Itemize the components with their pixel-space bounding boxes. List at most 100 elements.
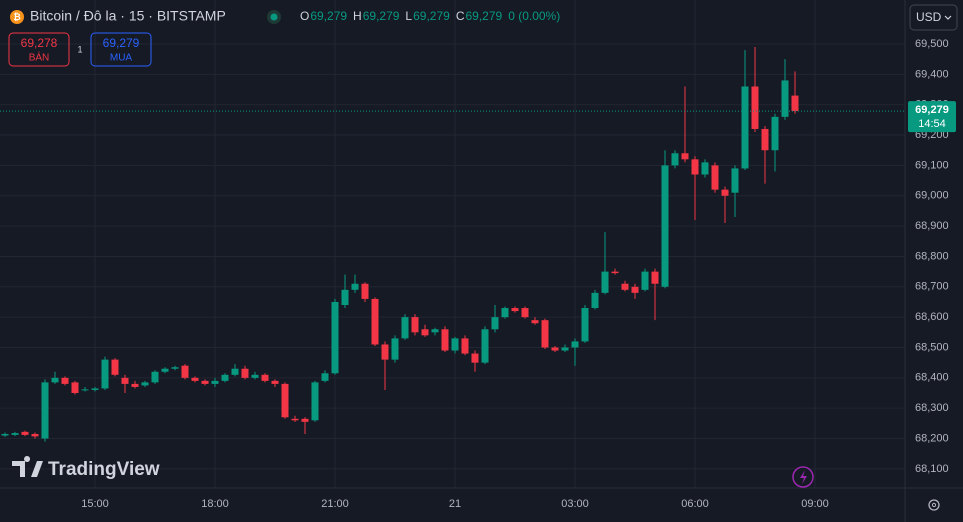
candle-body	[231, 368, 239, 375]
last-price-label: 69,279	[915, 104, 949, 116]
candle-body	[91, 388, 99, 390]
bitcoin-icon	[10, 10, 24, 24]
candle-body	[361, 283, 369, 299]
candle-body	[191, 377, 199, 381]
candle-body	[781, 80, 789, 117]
chevron	[944, 15, 952, 20]
candle-body	[351, 283, 359, 290]
symbol-title: Bitcoin / Đô la · 15 · BITSTAMP	[30, 8, 226, 24]
candle-body	[371, 298, 379, 345]
candle-body	[1, 433, 9, 436]
y-tick-label: 68,700	[915, 281, 949, 293]
candle-body	[751, 86, 759, 129]
candles	[1, 47, 799, 442]
candle-body	[171, 367, 179, 369]
candle-body	[741, 86, 749, 169]
lightning-icon	[800, 470, 807, 484]
buy-button[interactable]	[90, 32, 152, 67]
legend-value: 69,279	[413, 9, 450, 23]
candle-body	[621, 283, 629, 290]
candle-body	[331, 301, 339, 374]
settings-icon[interactable]	[928, 499, 940, 511]
candle-body	[711, 165, 719, 190]
x-tick-label: 18:00	[201, 498, 229, 510]
candle-body	[461, 338, 469, 354]
legend-value: 69,279	[465, 9, 502, 23]
candle-body	[211, 380, 219, 384]
y-tick-label: 69,000	[915, 190, 949, 202]
buy-label[interactable]: MUA	[110, 53, 133, 64]
candle-body	[441, 329, 449, 351]
candle-body	[391, 338, 399, 360]
candle-body	[61, 377, 69, 384]
x-tick-label: 15:00	[81, 498, 109, 510]
candle-body	[591, 292, 599, 309]
last-price-box	[908, 101, 956, 133]
x-tick-label: 03:00	[561, 498, 589, 510]
candle-body	[691, 159, 699, 175]
candle-body	[411, 317, 419, 333]
candle-body	[401, 317, 409, 339]
candle-body	[551, 347, 559, 351]
candle-body	[581, 308, 589, 342]
sell-button[interactable]	[8, 32, 70, 67]
currency-button[interactable]	[909, 4, 958, 31]
candle-body	[221, 374, 229, 381]
candle-body	[671, 153, 679, 166]
legend-value: 69,279	[310, 9, 347, 23]
legend-key: C	[456, 9, 465, 23]
ohlc-legend: O 69,279 H 69,279 L 69,279 C 69,279 0 (0.00%)	[300, 9, 560, 23]
y-tick-label: 69,100	[915, 159, 949, 171]
candle-body	[311, 382, 319, 421]
y-tick-label: 68,200	[915, 432, 949, 444]
candle-body	[501, 308, 509, 318]
candle-body	[151, 371, 159, 383]
candle-body	[451, 338, 459, 351]
candle-body	[431, 329, 439, 333]
x-tick-label: 21	[449, 498, 461, 510]
candle-body	[541, 320, 549, 348]
y-tick-label: 69,400	[915, 68, 949, 80]
candle-body	[721, 189, 729, 196]
candle-body	[51, 377, 59, 383]
currency-label[interactable]: USD	[916, 10, 942, 24]
candle-body	[521, 308, 529, 318]
candle-body	[251, 374, 259, 378]
candle-body	[161, 368, 169, 372]
candle-body	[771, 116, 779, 151]
candle-body	[641, 271, 649, 290]
spread: 1	[77, 44, 82, 54]
brand-logo	[12, 456, 43, 477]
candle-body	[381, 344, 389, 360]
candle-body	[561, 347, 569, 351]
legend-key: O	[300, 9, 309, 23]
y-tick-label: 68,900	[915, 220, 949, 232]
candle-body	[131, 383, 139, 387]
bitcoin-glyph: ₿	[13, 12, 20, 22]
y-tick-label: 69,500	[915, 38, 949, 50]
candle-body	[661, 165, 669, 287]
candle-body	[291, 418, 299, 421]
x-tick-label: 21:00	[321, 498, 349, 510]
sell-price[interactable]: 69,278	[21, 36, 58, 50]
candle-body	[601, 271, 609, 293]
legend-key: H	[353, 9, 362, 23]
candle-body	[271, 380, 279, 384]
candle-body	[81, 389, 89, 391]
candle-body	[261, 374, 269, 381]
candle-body	[101, 359, 109, 389]
candle-body	[511, 308, 519, 312]
candle-body	[121, 377, 129, 384]
brand-name: TradingView	[48, 459, 160, 480]
legend-change: 0 (0.00%)	[508, 9, 560, 23]
candle-body	[41, 382, 49, 439]
y-tick-label: 68,100	[915, 463, 949, 475]
buy-price[interactable]: 69,279	[103, 36, 140, 50]
candle-body	[481, 329, 489, 363]
sell-label[interactable]: BÁN	[29, 51, 50, 64]
candle-body	[571, 341, 579, 348]
candle-body	[11, 433, 19, 435]
